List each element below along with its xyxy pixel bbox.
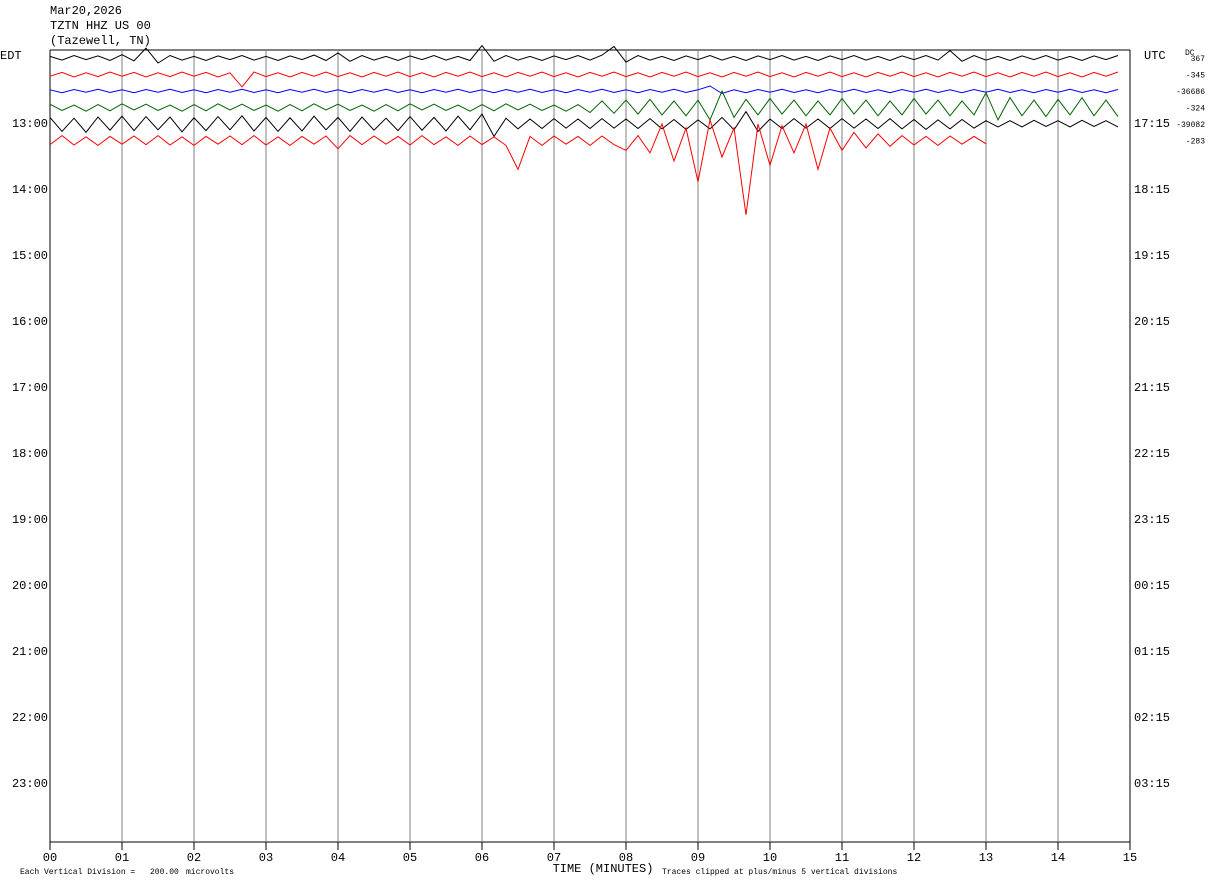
x-tick-label: 14 [1051, 851, 1065, 865]
left-row-label: 18:00 [12, 447, 48, 461]
left-row-label: 23:00 [12, 777, 48, 791]
x-tick-label: 00 [43, 851, 57, 865]
right-row-label: 03:15 [1134, 777, 1170, 791]
dc-offset: -345 [1186, 72, 1205, 81]
dc-offset: -324 [1186, 105, 1205, 114]
location: (Tazewell, TN) [50, 34, 151, 48]
left-zone: EDT [0, 49, 22, 63]
x-axis-title: TIME (MINUTES) [553, 862, 654, 876]
x-tick-label: 01 [115, 851, 129, 865]
x-tick-label: 08 [619, 851, 633, 865]
right-zone: UTC [1144, 49, 1166, 63]
dc-header: DC [1185, 49, 1195, 58]
left-row-label: 14:00 [12, 183, 48, 197]
x-tick-label: 05 [403, 851, 417, 865]
division-text: Each Vertical Division = [20, 868, 135, 877]
x-tick-label: 15 [1123, 851, 1137, 865]
x-tick-label: 09 [691, 851, 705, 865]
right-row-label: 19:15 [1134, 249, 1170, 263]
right-row-label: 02:15 [1134, 711, 1170, 725]
dc-offset: -283 [1186, 138, 1205, 147]
trace [49, 110, 1119, 138]
dc-offset: 367 [1191, 55, 1206, 64]
left-row-label: 15:00 [12, 249, 48, 263]
x-tick-label: 02 [187, 851, 201, 865]
trace [49, 89, 1119, 122]
right-row-label: 23:15 [1134, 513, 1170, 527]
division-value: 200.00 [150, 868, 179, 877]
right-row-label: 00:15 [1134, 579, 1170, 593]
trace [49, 85, 1119, 95]
station: TZTN HHZ US 00 [50, 19, 151, 33]
x-tick-label: 11 [835, 851, 849, 865]
x-tick-label: 06 [475, 851, 489, 865]
x-tick-label: 07 [547, 851, 561, 865]
left-row-label: 19:00 [12, 513, 48, 527]
date: Mar20,2026 [50, 4, 122, 18]
x-tick-label: 03 [259, 851, 273, 865]
division-unit: microvolts [186, 868, 234, 877]
x-tick-label: 12 [907, 851, 921, 865]
right-row-label: 18:15 [1134, 183, 1170, 197]
right-row-label: 17:15 [1134, 117, 1170, 131]
right-row-label: 01:15 [1134, 645, 1170, 659]
left-row-label: 22:00 [12, 711, 48, 725]
left-row-label: 13:00 [12, 117, 48, 131]
left-row-label: 17:00 [12, 381, 48, 395]
trace [49, 71, 1119, 88]
x-tick-label: 10 [763, 851, 777, 865]
trace [49, 44, 1119, 64]
right-row-label: 20:15 [1134, 315, 1170, 329]
dc-offset: -39082 [1176, 121, 1205, 130]
left-row-label: 16:00 [12, 315, 48, 329]
dc-offset: -36686 [1176, 88, 1205, 97]
trace [49, 119, 987, 215]
right-row-label: 22:15 [1134, 447, 1170, 461]
x-tick-label: 13 [979, 851, 993, 865]
x-tick-label: 04 [331, 851, 345, 865]
left-row-label: 21:00 [12, 645, 48, 659]
right-row-label: 21:15 [1134, 381, 1170, 395]
clip-note: Traces clipped at plus/minus 5 vertical … [662, 868, 897, 877]
left-row-label: 20:00 [12, 579, 48, 593]
